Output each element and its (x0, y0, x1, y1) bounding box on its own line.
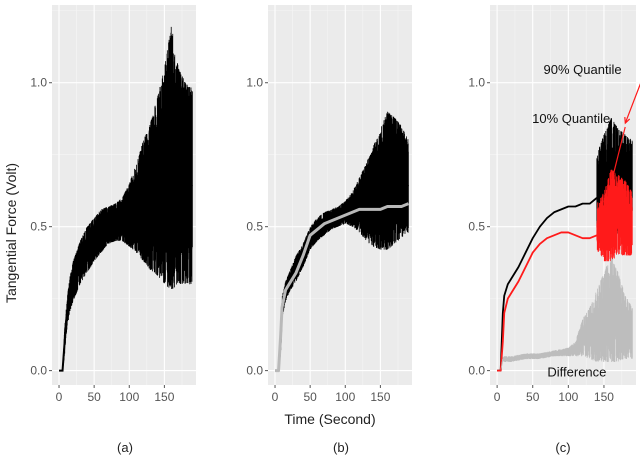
annotation-label: Difference (547, 364, 606, 379)
annotation-label: 10% Quantile (532, 111, 610, 126)
panel-c: 0 50 100 150 0.0 0.5 1.0 90% Quantile 10% Quanti… (468, 5, 640, 455)
annotation-arrowhead (603, 200, 610, 208)
y-tick-label: 0.5 (468, 220, 485, 234)
x-axis-title: Time (Second) (284, 411, 375, 427)
annotation-arrowhead (624, 117, 631, 125)
x-tick-label: 50 (303, 390, 317, 404)
x-tick-label: 0 (272, 390, 279, 404)
y-tick-label: 0.5 (30, 220, 47, 234)
x-tick-label: 100 (119, 390, 139, 404)
x-tick-label: 0 (494, 390, 501, 404)
y-tick-label: 1.0 (468, 76, 485, 90)
y-tick-label: 1.0 (30, 76, 47, 90)
y-axis-title: Tangential Force (Volt) (3, 163, 19, 303)
y-tick-label: 1.0 (246, 76, 263, 90)
x-tick-label: 150 (594, 390, 614, 404)
panel-caption-b: (b) (333, 440, 349, 455)
panel-a: 0 50 100 150 0.0 0.5 1.0 (a) (30, 5, 196, 455)
signal (62, 26, 193, 371)
y-tick-label: 0.0 (468, 364, 485, 378)
x-tick-label: 50 (526, 390, 540, 404)
panel-b: 0 50 100 150 0.0 0.5 1.0 (b) (246, 5, 412, 455)
y-tick-label: 0.0 (246, 364, 263, 378)
panel-caption-a: (a) (117, 440, 133, 455)
x-tick-label: 150 (370, 390, 390, 404)
smooth-line (275, 202, 410, 373)
y-tick-label: 0.5 (246, 220, 263, 234)
x-tick-label: 100 (335, 390, 355, 404)
difference-band (500, 257, 633, 371)
quantile-90-line (497, 197, 598, 372)
x-tick-label: 50 (87, 390, 101, 404)
panel-caption-c: (c) (555, 440, 570, 455)
quantile-10-line (497, 231, 598, 372)
annotation-label: 90% Quantile (544, 62, 622, 77)
y-tick-label: 0.0 (30, 364, 47, 378)
x-tick-label: 0 (56, 390, 63, 404)
x-tick-label: 150 (154, 390, 174, 404)
x-tick-label: 100 (558, 390, 578, 404)
quantile-10-band (596, 169, 633, 262)
annotation-arrow (604, 126, 626, 207)
